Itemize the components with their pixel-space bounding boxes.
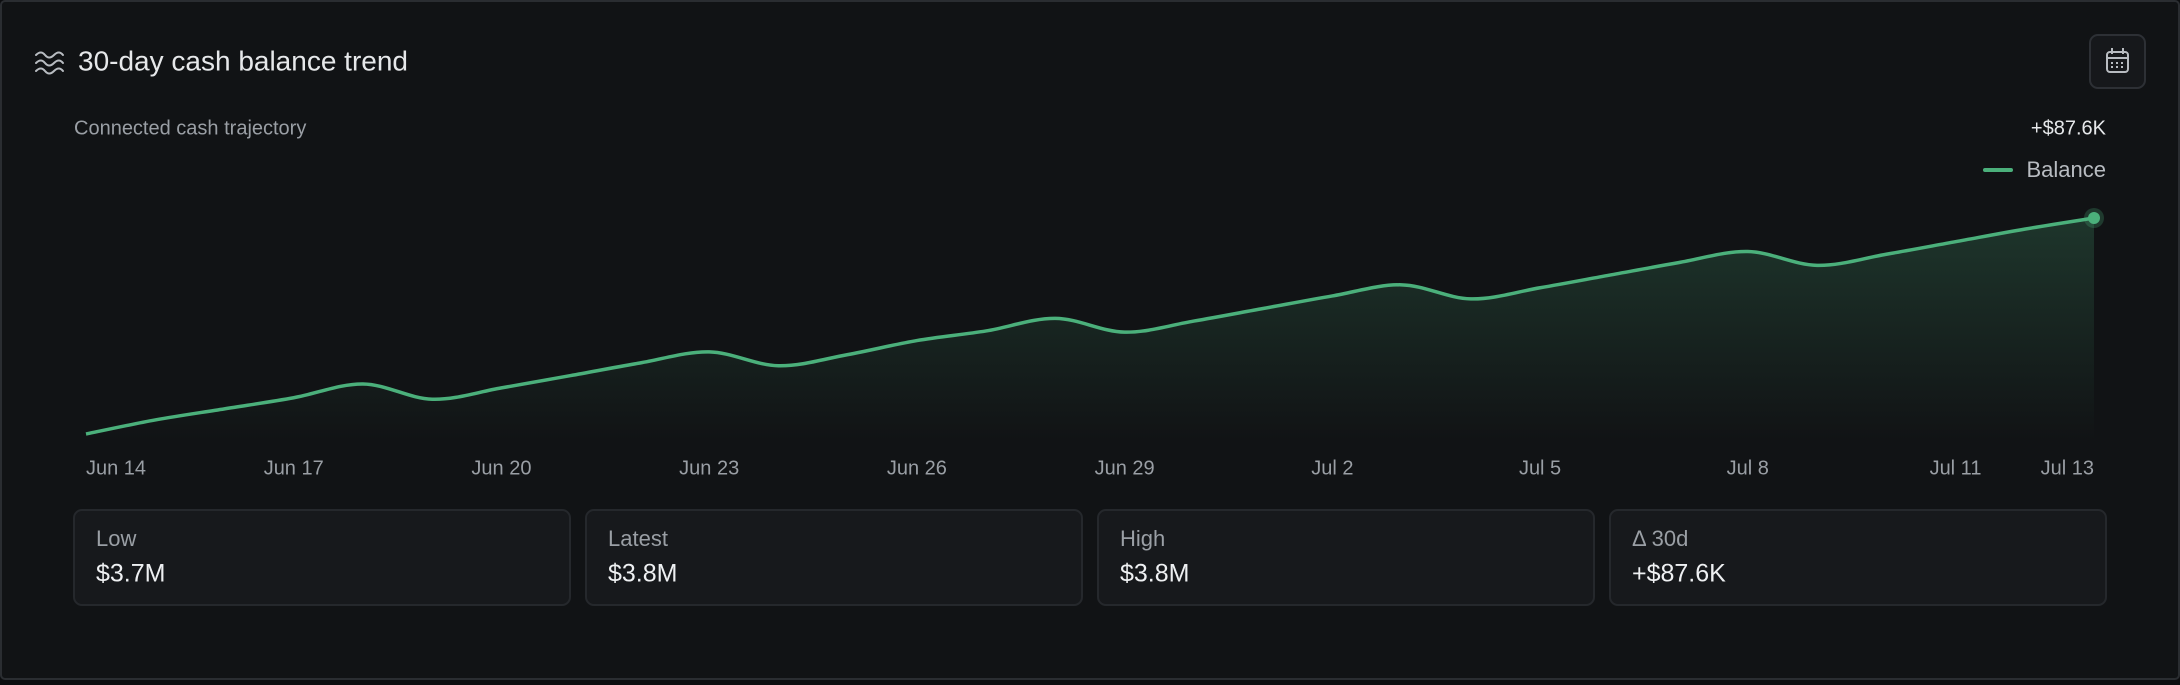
x-tick-label: Jun 23	[679, 457, 739, 479]
end-point	[2088, 212, 2100, 224]
stat-card: Δ 30d +$87.6K	[1609, 509, 2107, 606]
waves-icon	[35, 51, 64, 75]
stat-value: $3.7M	[96, 560, 165, 588]
stat-card-bg	[73, 509, 571, 606]
x-tick-label: Jul 5	[1519, 457, 1561, 479]
stat-card: Latest $3.8M	[585, 509, 1083, 606]
x-tick-label: Jun 26	[887, 457, 947, 479]
stat-card: Low $3.7M	[73, 509, 571, 606]
stat-label: Latest	[608, 526, 668, 551]
chart: Balance Jun 14 Jun 17 Jun 20 Jun 23 Jun 26 Jun…	[85, 157, 2106, 479]
change-annotation: +$87.6K	[2031, 117, 2107, 139]
stat-label: Low	[96, 526, 136, 551]
balance-line	[85, 216, 2095, 436]
stat-card-bg	[585, 509, 1083, 606]
stat-value: +$87.6K	[1632, 560, 1726, 588]
x-tick-label: Jun 14	[86, 457, 146, 479]
x-tick-label: Jun 20	[471, 457, 531, 479]
stat-card: High $3.8M	[1097, 509, 1595, 606]
stat-label: Δ 30d	[1632, 526, 1688, 551]
x-tick-label: Jul 2	[1311, 457, 1353, 479]
balance-area	[86, 218, 2094, 440]
stat-label: High	[1120, 526, 1165, 551]
x-tick-label: Jun 17	[264, 457, 324, 479]
stat-value: $3.8M	[1120, 560, 1189, 588]
stat-card-bg	[1097, 509, 1595, 606]
stats-row: Low $3.7M Latest $3.8M High $3.8M Δ 30d +$87.6K	[73, 509, 2107, 606]
calendar-button[interactable]	[2089, 34, 2146, 89]
subtitle: Connected cash trajectory	[74, 117, 306, 139]
title: 30-day cash balance trend	[78, 45, 408, 76]
legend: Balance	[1983, 157, 2106, 182]
x-tick-label: Jul 8	[1727, 457, 1769, 479]
stat-value: $3.8M	[608, 560, 677, 588]
legend-label: Balance	[2026, 157, 2106, 182]
stat-card-bg	[1609, 509, 2107, 606]
x-tick-label: Jul 13	[2041, 457, 2094, 479]
x-tick-label: Jul 11	[1930, 457, 1982, 479]
x-tick-label: Jun 29	[1095, 457, 1155, 479]
